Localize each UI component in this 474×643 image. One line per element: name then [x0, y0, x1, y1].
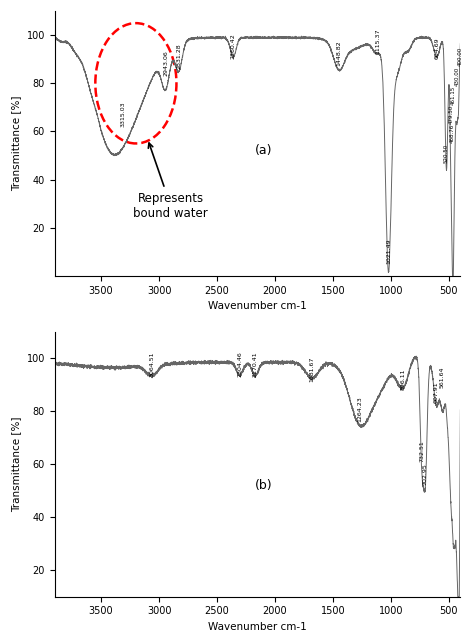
Text: 520.50: 520.50: [444, 143, 449, 163]
Text: 3064.51: 3064.51: [149, 352, 154, 377]
Text: 479.50: 479.50: [449, 105, 454, 124]
Text: 1448.82: 1448.82: [337, 41, 341, 66]
Text: 561.64: 561.64: [439, 366, 444, 388]
Text: 2170.41: 2170.41: [253, 351, 258, 377]
Text: (a): (a): [255, 144, 272, 157]
Text: 1681.67: 1681.67: [310, 357, 314, 382]
Text: 2943.06: 2943.06: [163, 50, 168, 76]
Text: 3315.03: 3315.03: [120, 101, 125, 127]
Text: (b): (b): [255, 479, 272, 492]
Text: 468.76: 468.76: [450, 124, 455, 143]
Text: 607.91: 607.91: [434, 382, 439, 403]
Text: 604.69: 604.69: [434, 37, 439, 59]
Text: 400.00: 400.00: [458, 47, 463, 66]
Text: Represents
bound water: Represents bound water: [133, 143, 208, 220]
Text: 2360.42: 2360.42: [231, 33, 236, 59]
Y-axis label: Transmittance [%]: Transmittance [%]: [11, 96, 21, 191]
Text: 1264.23: 1264.23: [358, 396, 363, 422]
Text: 702.95: 702.95: [423, 464, 428, 485]
X-axis label: Wavenumber cm-1: Wavenumber cm-1: [208, 622, 307, 632]
Text: 461.15: 461.15: [451, 86, 456, 105]
Text: 1115.37: 1115.37: [375, 29, 380, 55]
Text: 2304.46: 2304.46: [237, 351, 242, 377]
Text: 2831.28: 2831.28: [176, 43, 181, 69]
Text: 896.11: 896.11: [401, 368, 405, 390]
Text: 732.51: 732.51: [419, 440, 424, 462]
Text: 430.00: 430.00: [455, 66, 459, 86]
X-axis label: Wavenumber cm-1: Wavenumber cm-1: [208, 301, 307, 311]
Text: 1021.49: 1021.49: [386, 238, 391, 264]
Y-axis label: Transmittance [%]: Transmittance [%]: [11, 417, 21, 512]
